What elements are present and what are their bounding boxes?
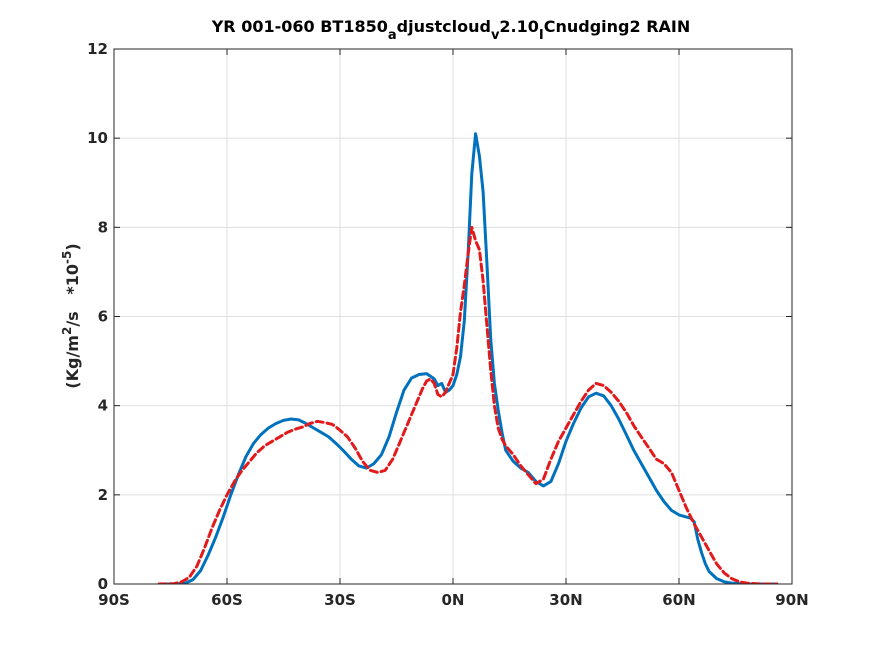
series-line-solid (157, 132, 779, 584)
series-line-dashed (157, 225, 779, 584)
y-label-superscript: -5 (60, 251, 74, 264)
y-tick-label: 0 (98, 575, 108, 593)
y-tick-label: 4 (98, 397, 108, 415)
y-tick-label: 6 (98, 308, 108, 326)
y-label-segment: /s (63, 311, 82, 326)
y-label-superscript: 2 (60, 327, 74, 335)
y-tick-label: 12 (87, 40, 108, 58)
y-tick-label: 8 (98, 218, 108, 236)
axis-ticks (113, 48, 793, 585)
y-label-segment: ) (63, 243, 82, 250)
y-tick-label: 2 (98, 486, 108, 504)
y-label-segment: (Kg/m (63, 335, 82, 389)
x-tick-labels: 90S 60S 30S 0N 30N 60N 90N (98, 591, 809, 609)
title-subscript: I (539, 28, 544, 43)
grid-lines (114, 49, 792, 584)
title-segment: YR 001-060 BT1850 (211, 17, 388, 36)
title-segment: 2.10 (499, 17, 538, 36)
series-layer (157, 132, 779, 584)
x-tick-label: 90N (775, 591, 808, 609)
chart-title: YR 001-060 BT1850adjustcloudv2.10ICnudgi… (211, 17, 691, 43)
title-subscript: a (388, 28, 397, 43)
y-label-segment: *10 (63, 264, 82, 311)
x-tick-label: 90S (98, 591, 130, 609)
title-subscript: v (491, 28, 500, 43)
y-tick-labels: 0 2 4 6 8 10 12 (87, 40, 108, 593)
x-tick-label: 30N (549, 591, 582, 609)
x-tick-label: 60N (662, 591, 695, 609)
y-axis-label: (Kg/m2/s *10-5) (60, 243, 82, 388)
x-tick-label: 30S (324, 591, 356, 609)
title-segment: Cnudging2 RAIN (544, 17, 691, 36)
x-tick-label: 0N (442, 591, 465, 609)
y-tick-label: 10 (87, 129, 108, 147)
x-tick-label: 60S (211, 591, 243, 609)
title-segment: djustcloud (397, 17, 491, 36)
